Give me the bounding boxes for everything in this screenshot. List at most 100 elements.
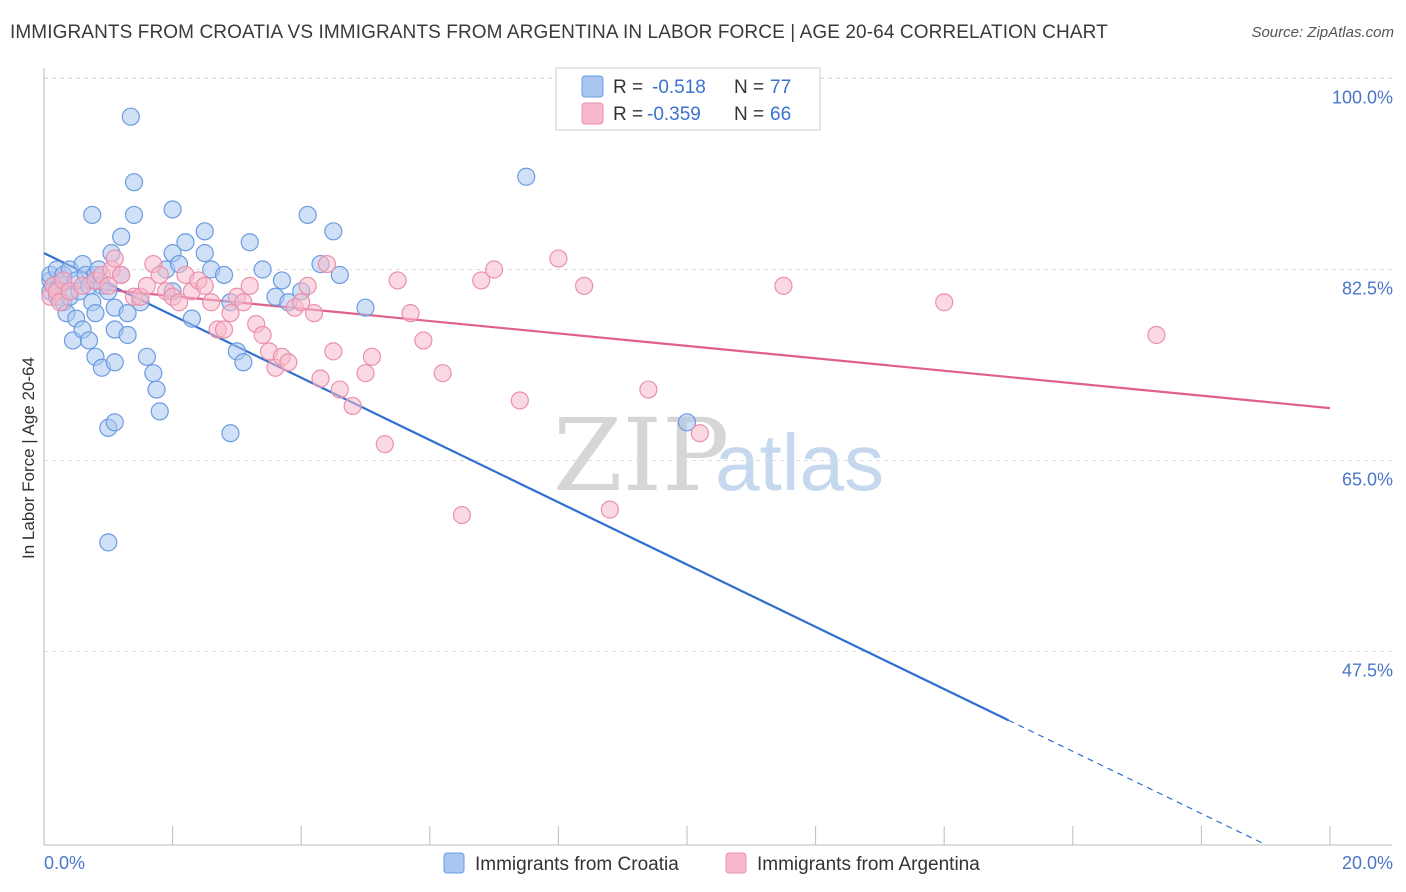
argentina-point	[253, 325, 272, 345]
argentina-point	[112, 265, 131, 285]
argentina-trend-line	[43, 282, 1331, 410]
croatia-point	[105, 353, 124, 372]
argentina-point	[137, 276, 156, 295]
argentina-point	[105, 249, 124, 268]
argentina-point	[362, 347, 382, 366]
croatia-point	[214, 265, 234, 285]
croatia-point	[144, 364, 163, 383]
argentina-r-value: -0.359	[647, 104, 701, 125]
argentina-point	[549, 249, 568, 268]
argentina-point	[214, 320, 234, 339]
argentina-point	[388, 271, 407, 290]
argentina-point	[150, 265, 169, 285]
argentina-point	[304, 304, 324, 323]
croatia-point	[83, 205, 102, 225]
croatia-point	[253, 260, 272, 279]
croatia-point	[118, 304, 137, 323]
argentina-point	[774, 276, 793, 295]
source-label: Source: ZipAtlas.com	[1251, 24, 1394, 41]
argentina-point	[472, 271, 491, 290]
argentina-point	[324, 342, 343, 361]
argentina-point	[298, 276, 317, 295]
croatia-point	[79, 331, 99, 350]
argentina-point	[575, 276, 594, 295]
series-legend: Immigrants from Croatia Immigrants from …	[443, 852, 980, 875]
argentina-point	[375, 435, 394, 454]
croatia-point	[150, 402, 169, 421]
y-tick-label: 65.0%	[1342, 470, 1393, 490]
croatia-point	[195, 222, 214, 241]
argentina-point	[485, 260, 504, 279]
croatia-point	[298, 205, 317, 225]
axis-layer: 47.5% 65.0% 82.5% 100.0% 0.0% 20.0%	[43, 68, 1393, 873]
argentina-r-label: R =	[613, 104, 643, 125]
argentina-series-label: Immigrants from Argentina	[757, 854, 980, 875]
argentina-point	[279, 353, 298, 372]
argentina-point	[169, 293, 189, 312]
croatia-point	[99, 533, 118, 552]
croatia-point	[234, 353, 253, 372]
croatia-point	[112, 227, 131, 246]
argentina-point	[639, 380, 658, 399]
croatia-trend-extension	[1008, 719, 1266, 846]
croatia-n-label: N =	[734, 77, 764, 98]
argentina-point	[317, 254, 337, 274]
argentina-series-swatch	[725, 852, 747, 874]
chart-title: IMMIGRANTS FROM CROATIA VS IMMIGRANTS FR…	[10, 22, 1108, 43]
croatia-point	[137, 347, 156, 366]
croatia-point	[86, 304, 105, 323]
croatia-n-value: 77	[770, 77, 791, 98]
argentina-point	[234, 293, 253, 312]
croatia-series-swatch	[443, 852, 465, 874]
croatia-point	[195, 244, 214, 263]
points-layer	[41, 107, 1166, 552]
argentina-point	[510, 391, 529, 410]
argentina-point	[1147, 325, 1166, 345]
argentina-point	[690, 424, 709, 443]
y-axis-title: In Labor Force | Age 20-64	[19, 357, 38, 559]
croatia-point	[330, 265, 349, 285]
argentina-n-value: 66	[770, 104, 791, 125]
croatia-point	[356, 298, 375, 317]
x-tick-label-max: 20.0%	[1342, 853, 1393, 873]
croatia-point	[517, 167, 536, 186]
argentina-point	[240, 276, 259, 295]
trend-layer	[43, 252, 1331, 846]
argentina-point	[356, 364, 375, 383]
croatia-point	[221, 424, 240, 443]
croatia-point	[124, 205, 144, 225]
y-tick-label: 100.0%	[1332, 88, 1393, 108]
argentina-point	[202, 293, 221, 312]
croatia-r-value: -0.518	[652, 77, 706, 98]
croatia-series-label: Immigrants from Croatia	[475, 854, 679, 875]
argentina-point	[221, 304, 240, 323]
y-tick-label: 82.5%	[1342, 279, 1393, 299]
croatia-point	[105, 413, 124, 432]
argentina-point	[414, 331, 433, 350]
croatia-point	[118, 325, 137, 345]
watermark-atlas: atlas	[715, 418, 884, 507]
croatia-legend-swatch	[581, 75, 604, 98]
croatia-point	[182, 309, 201, 328]
argentina-point	[935, 293, 954, 312]
argentina-point	[292, 293, 311, 312]
croatia-point	[176, 233, 195, 252]
watermark-zip: ZIP	[553, 397, 729, 514]
croatia-point	[677, 413, 697, 432]
croatia-r-label: R =	[613, 77, 643, 98]
croatia-point	[147, 380, 166, 399]
argentina-n-label: N =	[734, 104, 764, 125]
croatia-point	[272, 271, 292, 290]
croatia-point	[324, 222, 343, 241]
argentina-point	[433, 364, 452, 383]
croatia-trend-line	[43, 252, 1009, 722]
croatia-point	[124, 173, 144, 192]
y-tick-label: 47.5%	[1342, 661, 1393, 681]
argentina-point	[195, 276, 214, 295]
argentina-point	[343, 396, 362, 416]
croatia-point	[121, 107, 140, 126]
x-tick-label-min: 0.0%	[44, 853, 85, 873]
argentina-point	[330, 380, 349, 399]
argentina-legend-swatch	[581, 102, 604, 125]
